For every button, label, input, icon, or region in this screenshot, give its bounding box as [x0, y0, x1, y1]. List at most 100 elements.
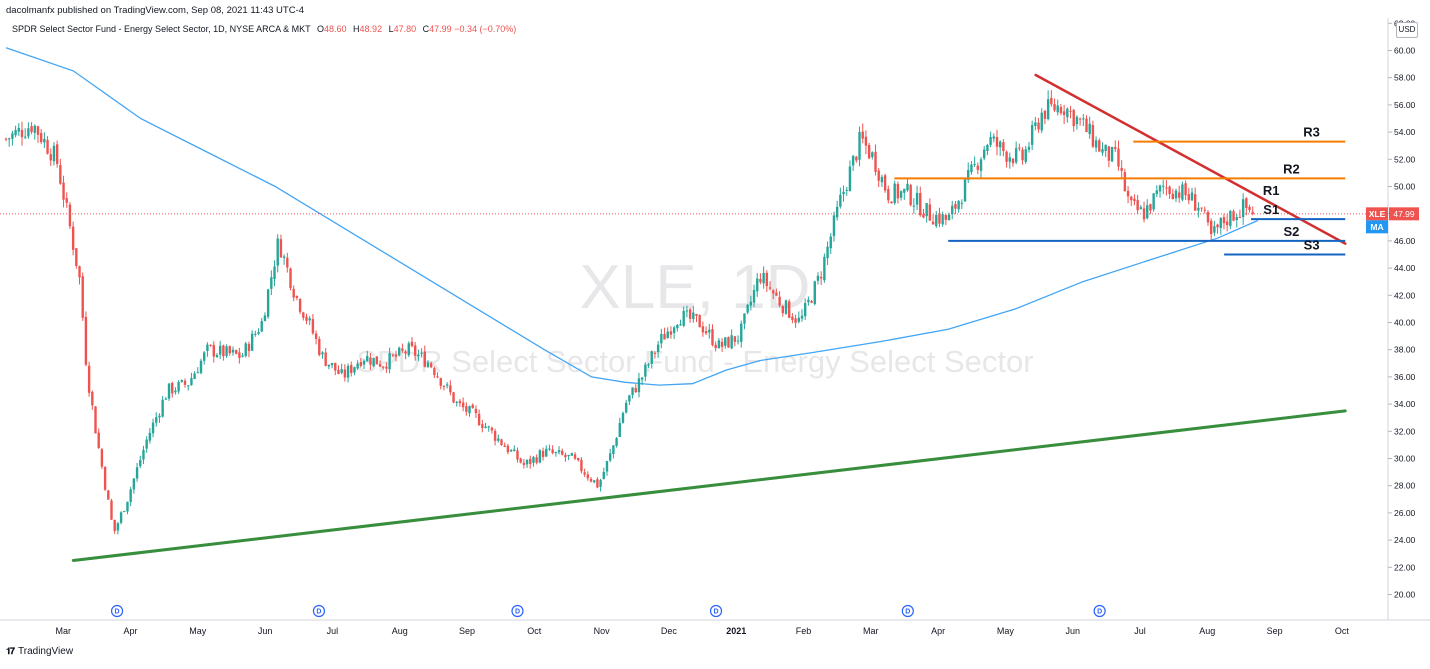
candle[interactable] [599, 478, 602, 492]
candle[interactable] [254, 330, 257, 337]
candle[interactable] [123, 510, 126, 513]
candle[interactable] [1251, 206, 1254, 216]
candle[interactable] [337, 365, 340, 375]
candle[interactable] [637, 372, 641, 398]
candle[interactable] [75, 248, 78, 269]
candle[interactable] [1066, 107, 1069, 123]
candle[interactable] [906, 179, 909, 192]
candle[interactable] [413, 342, 417, 361]
candle[interactable] [1162, 179, 1165, 195]
candle[interactable] [730, 329, 733, 350]
candle[interactable] [324, 347, 327, 367]
candle[interactable] [839, 187, 842, 209]
candle[interactable] [704, 326, 708, 335]
candle[interactable] [743, 313, 746, 330]
candle[interactable] [196, 367, 200, 374]
candlestick-series[interactable] [4, 90, 1254, 535]
candle[interactable] [183, 378, 187, 388]
candle[interactable] [660, 328, 663, 349]
candle[interactable] [788, 299, 791, 319]
candle[interactable] [1110, 146, 1114, 163]
candle[interactable] [826, 241, 829, 265]
candle[interactable] [979, 157, 983, 179]
candle[interactable] [55, 140, 59, 168]
candle[interactable] [78, 265, 81, 285]
candle[interactable] [880, 174, 884, 187]
candle[interactable] [260, 317, 263, 333]
candle[interactable] [318, 336, 321, 357]
candle[interactable] [944, 214, 948, 226]
candle[interactable] [1219, 217, 1222, 235]
candle[interactable] [359, 358, 363, 368]
candle[interactable] [212, 341, 215, 363]
candle[interactable] [666, 327, 669, 339]
dividend-marker[interactable]: D [1093, 604, 1106, 618]
candle[interactable] [59, 158, 62, 185]
candle[interactable] [148, 427, 152, 444]
candle[interactable] [426, 360, 430, 368]
candle[interactable] [867, 142, 871, 160]
candle[interactable] [471, 403, 474, 409]
candle[interactable] [33, 124, 36, 140]
candle[interactable] [1040, 108, 1043, 134]
candle[interactable] [81, 272, 84, 321]
candle[interactable] [1136, 194, 1139, 215]
candle[interactable] [474, 405, 478, 419]
candle[interactable] [1193, 187, 1197, 211]
candle[interactable] [449, 380, 452, 396]
candle[interactable] [819, 271, 823, 285]
candle[interactable] [385, 362, 388, 373]
candle[interactable] [1142, 201, 1146, 223]
candle[interactable] [807, 296, 810, 306]
candle[interactable] [481, 419, 484, 433]
candle[interactable] [778, 291, 781, 308]
candle[interactable] [362, 359, 366, 369]
candle[interactable] [398, 346, 401, 357]
candle[interactable] [279, 234, 283, 258]
candle[interactable] [1021, 147, 1024, 165]
candle[interactable] [829, 233, 832, 255]
candle[interactable] [30, 122, 33, 135]
candle[interactable] [1181, 181, 1184, 202]
candle[interactable] [529, 455, 532, 469]
candle[interactable] [663, 327, 666, 340]
candle[interactable] [1248, 204, 1251, 213]
candle[interactable] [573, 452, 577, 461]
candle[interactable] [1133, 194, 1136, 206]
candle[interactable] [436, 372, 439, 379]
candle[interactable] [644, 362, 647, 382]
downtrend-resistance-line[interactable] [1034, 73, 1347, 245]
time-axis[interactable]: Mar Apr May Jun Jul Aug Sep Oct Nov Dec 2021 Feb Mar… [55, 626, 1349, 636]
candle[interactable] [756, 273, 759, 297]
dividend-marker[interactable]: D [901, 604, 914, 618]
candle[interactable] [327, 364, 331, 370]
candle[interactable] [68, 202, 72, 229]
candle[interactable] [39, 128, 43, 145]
candle[interactable] [800, 309, 804, 322]
candle[interactable] [669, 326, 673, 339]
candle[interactable] [330, 362, 334, 369]
candle[interactable] [286, 252, 289, 273]
candle[interactable] [461, 397, 465, 412]
candle[interactable] [410, 337, 414, 348]
candle[interactable] [1059, 104, 1063, 116]
candle[interactable] [583, 468, 586, 477]
candle[interactable] [490, 426, 494, 434]
candle[interactable] [1155, 185, 1159, 198]
candle[interactable] [893, 180, 896, 205]
candle[interactable] [538, 448, 542, 464]
candle[interactable] [417, 349, 420, 361]
candle[interactable] [688, 307, 692, 323]
candle[interactable] [151, 418, 155, 438]
candle[interactable] [103, 466, 107, 492]
candle[interactable] [375, 356, 379, 365]
candle[interactable] [366, 350, 369, 362]
candle[interactable] [855, 155, 858, 163]
candle[interactable] [970, 161, 973, 175]
candle[interactable] [1209, 218, 1213, 240]
candle[interactable] [1213, 220, 1216, 237]
candle[interactable] [561, 448, 564, 456]
candle[interactable] [532, 456, 535, 467]
candle[interactable] [593, 480, 596, 484]
